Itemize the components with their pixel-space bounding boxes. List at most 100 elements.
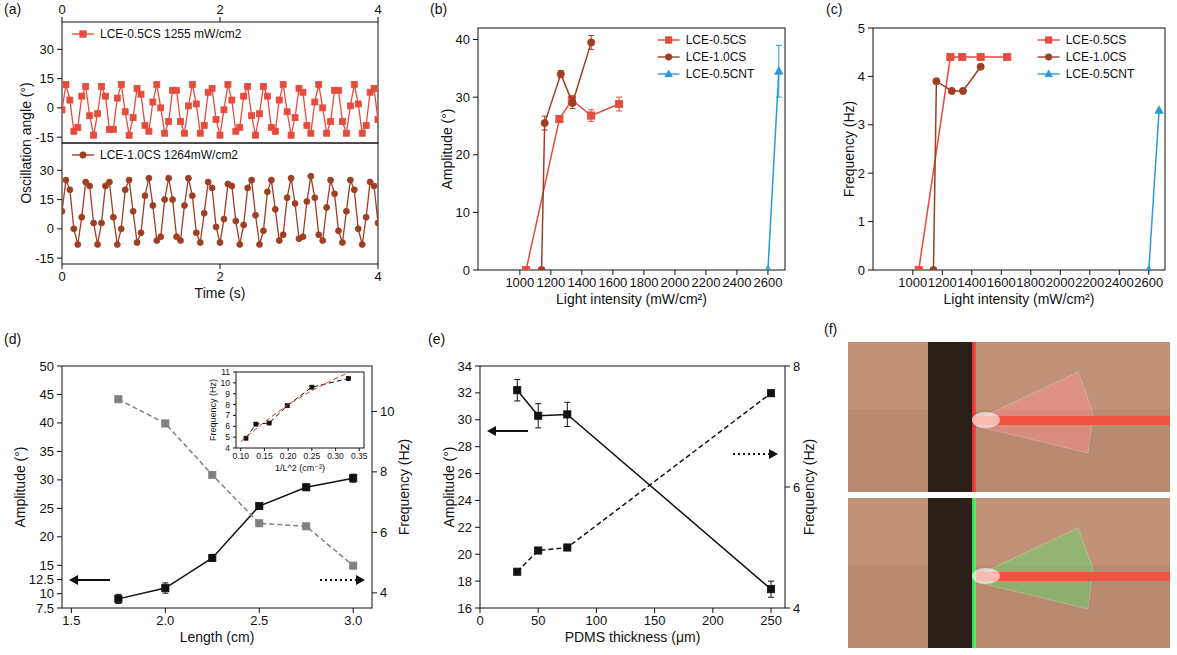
x-axis-title: 1/L^2 (cm⁻²): [275, 463, 325, 473]
y-tick-label: 4: [858, 69, 865, 84]
data-point: [615, 100, 622, 107]
data-point: [764, 266, 772, 271]
x-tick-label: 0.30: [327, 451, 344, 461]
y-tick: [57, 536, 62, 537]
y-tick-label: 10: [221, 378, 231, 388]
x-tick: [612, 270, 613, 275]
x-axis-title: Length (cm): [180, 629, 255, 645]
data-point: [158, 105, 164, 111]
x-tick: [1089, 270, 1090, 275]
y-tick-label: 20: [456, 147, 470, 162]
photo-hotspot: [972, 412, 1000, 428]
data-point: [118, 81, 124, 87]
data-point: [178, 119, 184, 125]
data-point: [933, 78, 940, 85]
data-point: [181, 130, 187, 136]
x-tick: [767, 270, 768, 275]
data-point: [320, 238, 326, 244]
panel-label: (a): [4, 1, 21, 17]
plot-area: [241, 372, 351, 441]
data-point: [328, 119, 334, 125]
y-tick: [233, 372, 236, 373]
y2-tick: [785, 366, 790, 367]
data-point: [324, 130, 330, 136]
data-point: [556, 115, 563, 122]
x-tick-label: 2600: [753, 275, 782, 290]
y-tick-label: 5: [225, 432, 230, 442]
data-point: [1145, 266, 1153, 271]
y-tick-label: 0: [47, 221, 54, 236]
data-point: [284, 195, 290, 201]
y-tick-label: 1: [858, 214, 865, 229]
data-point: [126, 177, 132, 183]
series-line: [526, 100, 619, 270]
y-tick-label: 8: [225, 400, 230, 410]
data-point: [351, 81, 357, 87]
y-tick-label: 25: [40, 501, 54, 516]
photo-hotspot: [972, 568, 1000, 584]
x-tick: [654, 608, 655, 613]
data-point: [257, 111, 263, 117]
x-tick: [259, 608, 260, 613]
plot-frame: [62, 366, 372, 608]
y-tick-label: 26: [458, 466, 472, 481]
data-point: [217, 240, 223, 246]
y-tick: [473, 212, 478, 213]
plot-frame: [62, 143, 378, 264]
photo-holder: [928, 342, 974, 492]
x-tick: [480, 608, 481, 613]
data-point: [99, 220, 105, 226]
data-point: [197, 240, 203, 246]
data-point: [538, 266, 545, 270]
data-point: [67, 187, 73, 193]
data-point: [67, 97, 73, 103]
data-point: [343, 130, 349, 136]
y-tick-label: 20: [458, 547, 472, 562]
data-point: [522, 266, 529, 270]
series-line: [768, 71, 779, 270]
y-tick: [233, 382, 236, 383]
data-point: [162, 584, 169, 591]
data-point: [221, 216, 227, 222]
data-point: [197, 130, 203, 136]
data-point: [280, 232, 286, 238]
y-tick: [233, 415, 236, 416]
y-tick: [57, 137, 62, 138]
y2-tick-label: 6: [793, 480, 800, 495]
y-tick-label: 15: [40, 71, 54, 86]
data-point: [312, 99, 318, 105]
legend-label: LCE-1.0CS: [1066, 50, 1127, 64]
error-bar: [303, 484, 309, 490]
x-tick-label: 0: [58, 269, 65, 284]
data-point: [178, 238, 184, 244]
data-point: [355, 101, 361, 107]
data-point: [312, 195, 318, 201]
error-bar: [535, 404, 541, 428]
plot-frame: [62, 22, 378, 143]
data-point: [767, 390, 774, 397]
data-point: [316, 81, 322, 87]
x-tick-label: 50: [531, 613, 545, 628]
arrow-head: [487, 426, 496, 436]
y-tick: [57, 593, 62, 594]
x-tick: [165, 608, 166, 613]
data-point: [264, 93, 270, 99]
data-point: [63, 81, 69, 87]
panel-label: (b): [430, 1, 447, 17]
data-point: [225, 81, 231, 87]
data-point: [189, 193, 195, 199]
y-tick: [475, 419, 480, 420]
y-tick: [233, 393, 236, 394]
y-tick: [57, 258, 62, 259]
data-point: [371, 85, 377, 91]
data-point: [350, 475, 357, 482]
data-point: [256, 502, 263, 509]
x-tick-label: 200: [702, 613, 724, 628]
y-tick-label: 40: [456, 32, 470, 47]
data-point: [75, 241, 81, 247]
data-point: [189, 81, 195, 87]
panel-label: (c): [826, 1, 842, 17]
panel-label: (f): [824, 321, 837, 337]
y-tick: [233, 404, 236, 405]
data-point: [343, 208, 349, 214]
